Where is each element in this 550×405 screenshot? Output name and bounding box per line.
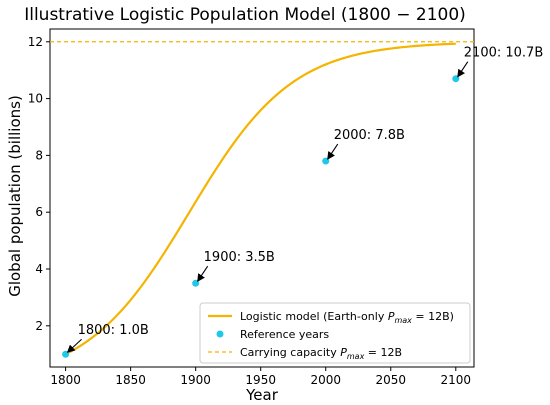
y-tick-label: 6 (35, 205, 43, 219)
y-tick-label: 2 (35, 319, 43, 333)
y-tick-label: 4 (35, 262, 43, 276)
legend-entry: Reference years (240, 328, 329, 341)
x-tick-label: 1850 (115, 373, 146, 387)
x-axis-label: Year (245, 386, 279, 404)
y-tick-label: 8 (35, 148, 43, 162)
annotation-label: 2000: 7.8B (334, 128, 405, 143)
logistic-curve (65, 42, 456, 356)
annotation-arrow (457, 61, 469, 78)
annotation-arrow (66, 338, 82, 353)
x-tick-label: 1950 (245, 373, 276, 387)
x-tick-label: 2100 (441, 373, 472, 387)
chart-title: Illustrative Logistic Population Model (… (24, 5, 466, 25)
legend-box (199, 302, 471, 364)
y-tick-label: 12 (28, 35, 43, 49)
annotation-label: 1900: 3.5B (204, 250, 275, 265)
annotation-arrow (197, 265, 209, 283)
legend-point-swatch (216, 330, 224, 338)
x-tick-label: 2050 (375, 373, 406, 387)
annotation-label: 2100: 10.7B (464, 46, 543, 61)
annotation-label: 1800: 1.0B (78, 323, 149, 338)
legend-entry: Logistic model (Earth-only Pmax = 12B) (240, 310, 454, 325)
plot-frame (49, 28, 475, 368)
plot-area: 1800 1850 1900 1950 2000 2050 2100 2 4 6 8 10 12 1800… (28, 28, 543, 387)
x-tick-label: 1800 (50, 373, 81, 387)
x-tick-label: 2000 (310, 373, 341, 387)
legend-entry: Carrying capacity Pmax = 12B (240, 346, 402, 361)
annotation-arrow (327, 143, 339, 160)
y-tick-label: 10 (28, 92, 43, 106)
y-axis-label: Global population (billions) (6, 95, 24, 297)
x-tick-label: 1900 (180, 373, 211, 387)
